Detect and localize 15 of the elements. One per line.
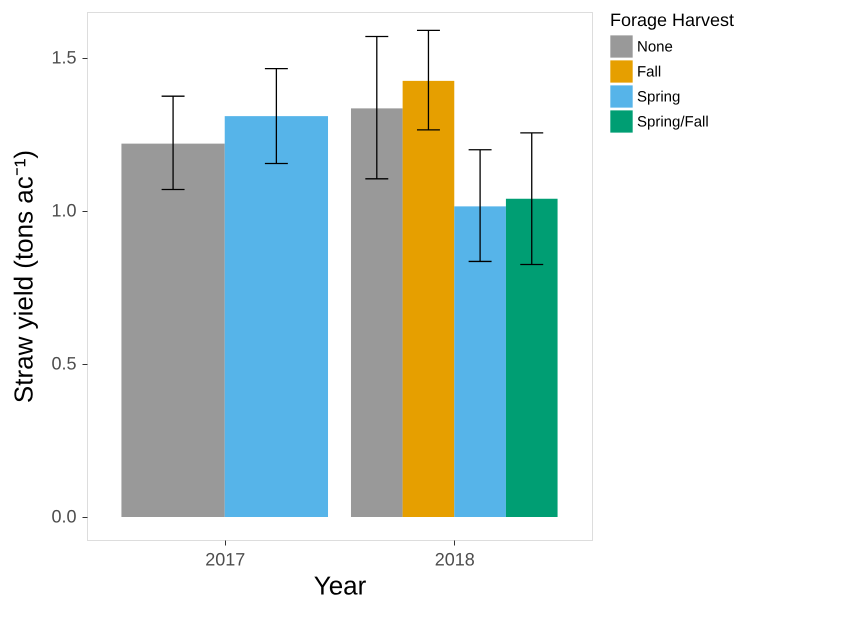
legend-label: Fall	[637, 64, 662, 80]
legend-title: Forage Harvest	[610, 10, 734, 30]
legend-label: Spring	[637, 88, 680, 106]
y-tick-label: 0.0	[51, 506, 76, 527]
bar	[402, 80, 454, 518]
bar	[506, 198, 558, 518]
legend-label: None	[637, 38, 673, 56]
legend-label: Spring/Fall	[637, 114, 709, 130]
x-tick-label: 2017	[205, 550, 246, 570]
y-axis-title: Straw yield (tons ac⁻¹)	[8, 150, 38, 404]
x-axis-title: Year	[314, 570, 367, 600]
y-tick-label: 1.0	[51, 200, 76, 220]
x-tick-label: 2018	[434, 550, 475, 570]
y-tick-label: 0.5	[51, 354, 76, 374]
y-tick-label: 1.5	[51, 47, 76, 68]
